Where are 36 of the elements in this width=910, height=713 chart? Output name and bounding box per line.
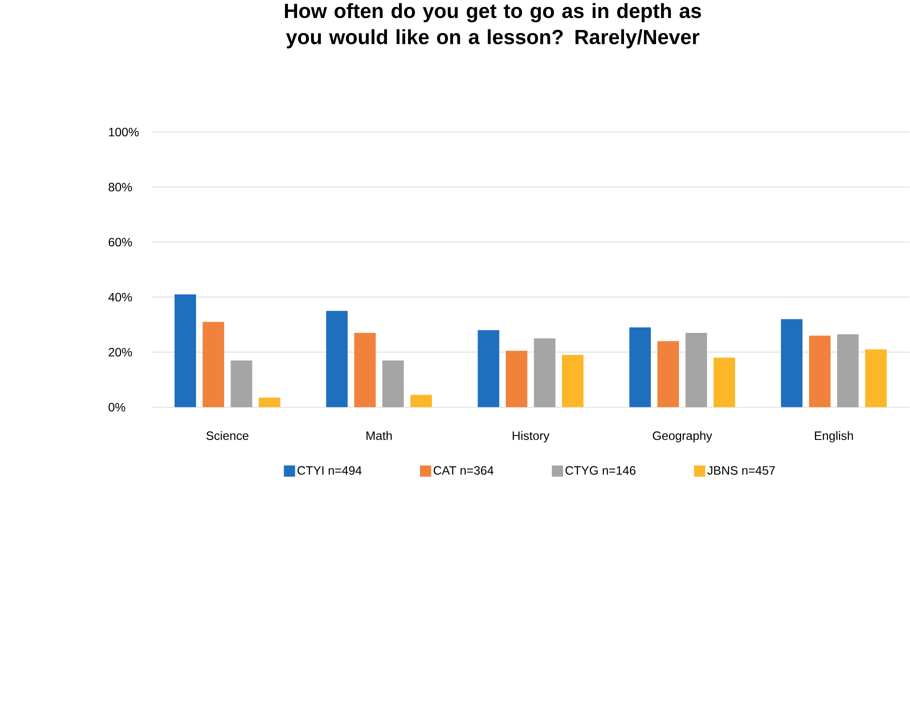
bar: [230, 360, 252, 408]
bar: [202, 322, 224, 408]
bar: [629, 328, 651, 408]
bar: [382, 360, 404, 408]
x-tick-label: English: [814, 431, 853, 443]
bar: [865, 350, 887, 408]
bar: [837, 334, 859, 408]
bar: [326, 311, 348, 408]
bar: [809, 336, 831, 408]
bar: [562, 355, 584, 408]
bar: [686, 333, 708, 408]
x-tick-label: Geography: [652, 431, 712, 443]
bar: [410, 395, 432, 408]
legend-label: JBNS n=457: [707, 466, 775, 475]
y-tick-label: 20%: [108, 348, 132, 357]
y-tick-label: 60%: [108, 238, 132, 247]
x-tick-label: Math: [366, 431, 392, 440]
y-tick-label: 0%: [108, 403, 126, 412]
bar: [354, 333, 376, 408]
x-tick-label: Science: [206, 431, 248, 440]
bar: [174, 294, 196, 408]
legend-label: CTYI n=494: [298, 466, 362, 475]
legend-label: CTYG n=146: [566, 466, 636, 475]
bar: [478, 330, 500, 408]
bar: [534, 338, 556, 408]
legend-label: CAT n=364: [434, 466, 494, 475]
y-tick-label: 80%: [108, 182, 132, 192]
bar: [657, 341, 679, 408]
bar: [714, 358, 736, 408]
bar: [258, 398, 280, 408]
bar: [506, 350, 528, 408]
y-tick-label: 40%: [108, 293, 132, 302]
bar: [780, 319, 802, 408]
y-tick-label: 100%: [109, 128, 139, 137]
chart-title: How often do you get to go as in depth as you would like on a lesson? Rarely/Never: [285, 3, 701, 49]
x-tick-label: History: [512, 431, 550, 443]
